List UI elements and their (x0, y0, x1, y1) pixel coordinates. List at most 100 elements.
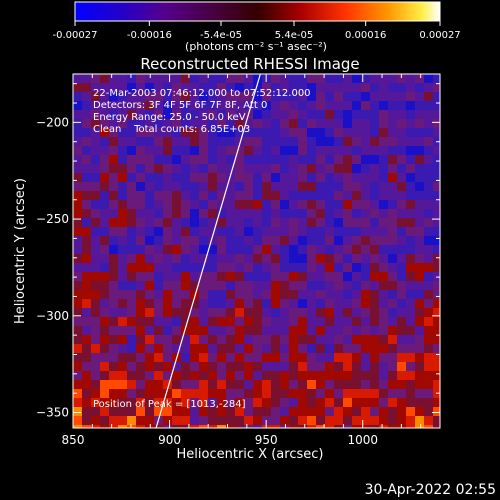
heatmap-cell (271, 281, 281, 291)
heatmap-cell (271, 74, 281, 84)
heatmap-cell (388, 200, 398, 210)
heatmap-cell (181, 317, 191, 327)
heatmap-cell (181, 290, 191, 300)
heatmap-cell (226, 110, 236, 120)
heatmap-cell (109, 200, 119, 210)
heatmap-cell (298, 83, 308, 93)
heatmap-cell (289, 191, 299, 201)
heatmap-cell (199, 164, 209, 174)
heatmap-cell (82, 245, 92, 255)
heatmap-cell (235, 101, 245, 111)
heatmap-cell (82, 317, 92, 327)
heatmap-cell (145, 83, 155, 93)
heatmap-cell (118, 101, 128, 111)
heatmap-cell (280, 137, 290, 147)
heatmap-cell (190, 137, 200, 147)
heatmap-cell (235, 290, 245, 300)
heatmap-cell (100, 218, 110, 228)
heatmap-cell (370, 200, 380, 210)
heatmap-cell (298, 155, 308, 165)
heatmap-cell (217, 92, 227, 102)
heatmap-cell (226, 236, 236, 246)
heatmap-cell (127, 416, 137, 426)
heatmap-cell (91, 371, 101, 381)
heatmap-cell (379, 245, 389, 255)
heatmap-cell (154, 209, 164, 219)
heatmap-cell (388, 110, 398, 120)
heatmap-cell (271, 218, 281, 228)
heatmap-cell (154, 326, 164, 336)
heatmap-cell (235, 236, 245, 246)
y-tick-label: −350 (36, 406, 69, 420)
heatmap-cell (217, 407, 227, 417)
heatmap-cell (406, 308, 416, 318)
heatmap-cell (73, 317, 83, 327)
heatmap-cell (100, 263, 110, 273)
heatmap-cell (253, 398, 263, 408)
heatmap-cell (289, 236, 299, 246)
heatmap-cell (235, 182, 245, 192)
heatmap-cell (334, 173, 344, 183)
heatmap-cell (298, 101, 308, 111)
heatmap-cell (163, 389, 173, 399)
heatmap-cell (280, 119, 290, 129)
heatmap-cell (280, 308, 290, 318)
heatmap-cell (271, 191, 281, 201)
heatmap-cell (244, 380, 254, 390)
heatmap-cell (190, 254, 200, 264)
heatmap-cell (370, 74, 380, 84)
heatmap-cell (280, 362, 290, 372)
heatmap-cell (172, 317, 182, 327)
heatmap-cell (154, 74, 164, 84)
heatmap-cell (208, 398, 218, 408)
heatmap-cell (307, 362, 317, 372)
heatmap-cell (190, 182, 200, 192)
heatmap-cell (388, 209, 398, 219)
heatmap-cell (325, 371, 335, 381)
heatmap-cell (343, 191, 353, 201)
heatmap-cell (208, 155, 218, 165)
heatmap-cell (370, 326, 380, 336)
heatmap-cell (352, 254, 362, 264)
heatmap-cell (289, 128, 299, 138)
heatmap-cell (244, 146, 254, 156)
heatmap-cell (343, 326, 353, 336)
heatmap-cell (424, 407, 434, 417)
heatmap-cell (181, 164, 191, 174)
heatmap-cell (136, 299, 146, 309)
heatmap-cell (352, 263, 362, 273)
heatmap-cell (73, 425, 83, 428)
heatmap-cell (82, 164, 92, 174)
heatmap-cell (307, 191, 317, 201)
heatmap-cell (73, 110, 83, 120)
heatmap-cell (271, 398, 281, 408)
heatmap-cell (154, 353, 164, 363)
heatmap-cell (136, 110, 146, 120)
heatmap-cell (172, 119, 182, 129)
heatmap-cell (91, 272, 101, 282)
heatmap-cell (361, 308, 371, 318)
heatmap-cell (100, 344, 110, 354)
heatmap-cell (316, 335, 326, 345)
heatmap-cell (145, 146, 155, 156)
heatmap-cell (82, 398, 92, 408)
heatmap-cell (361, 128, 371, 138)
heatmap-cell (127, 137, 137, 147)
heatmap-cell (172, 218, 182, 228)
heatmap-cell (397, 326, 407, 336)
heatmap-cell (226, 101, 236, 111)
heatmap-cell (325, 227, 335, 237)
heatmap-cell (217, 218, 227, 228)
heatmap-cell (190, 92, 200, 102)
heatmap-cell (217, 425, 227, 428)
heatmap-cell (316, 326, 326, 336)
heatmap-cell (433, 119, 440, 129)
heatmap-cell (127, 92, 137, 102)
heatmap-cell (244, 83, 254, 93)
heatmap-cell (163, 164, 173, 174)
heatmap-cell (163, 335, 173, 345)
heatmap-cell (280, 164, 290, 174)
heatmap-cell (406, 236, 416, 246)
heatmap-cell (352, 416, 362, 426)
heatmap-cell (199, 227, 209, 237)
